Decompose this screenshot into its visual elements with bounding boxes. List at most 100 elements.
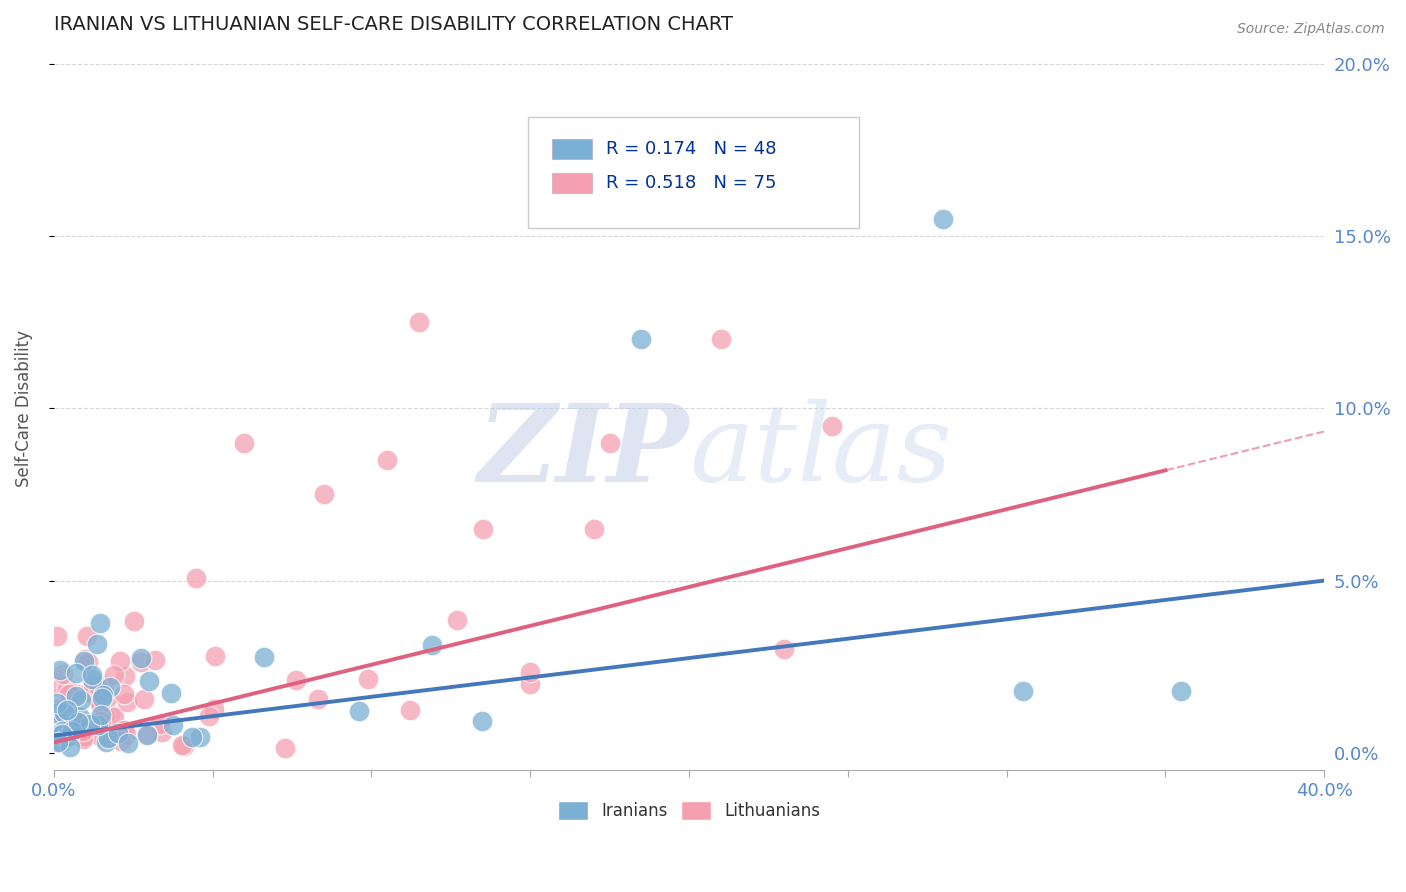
Point — [97, 690, 120, 704]
Point — [49, 735, 72, 749]
Point — [273, 741, 295, 756]
Point — [188, 730, 211, 744]
Point — [77, 655, 100, 669]
Point — [49, 712, 72, 726]
Point — [98, 681, 121, 695]
Point — [471, 714, 494, 728]
Point — [48, 664, 70, 678]
Point — [94, 709, 117, 723]
Point — [90, 690, 112, 705]
Point — [97, 731, 120, 745]
Point — [599, 435, 621, 450]
Point — [159, 686, 181, 700]
Point — [519, 677, 541, 691]
Point — [90, 714, 112, 728]
Point — [70, 693, 93, 707]
Point — [72, 729, 94, 743]
Point — [46, 728, 69, 742]
Point — [90, 708, 112, 723]
Point — [75, 652, 97, 666]
Point — [420, 638, 443, 652]
Point — [136, 728, 159, 742]
Point — [103, 710, 125, 724]
Text: IRANIAN VS LITHUANIAN SELF-CARE DISABILITY CORRELATION CHART: IRANIAN VS LITHUANIAN SELF-CARE DISABILI… — [53, 15, 733, 34]
Point — [204, 648, 226, 663]
Point — [134, 692, 156, 706]
Point — [58, 718, 80, 732]
Point — [582, 522, 605, 536]
Point — [107, 726, 129, 740]
Point — [65, 689, 87, 703]
Point — [46, 723, 69, 737]
Point — [56, 730, 79, 744]
Point — [58, 687, 80, 701]
Point — [51, 727, 73, 741]
Point — [312, 487, 335, 501]
Point — [117, 736, 139, 750]
Point — [172, 738, 194, 752]
Point — [103, 668, 125, 682]
Point — [89, 616, 111, 631]
Point — [408, 315, 430, 329]
Point — [115, 727, 138, 741]
Point — [62, 708, 84, 723]
Point — [347, 704, 370, 718]
Text: R = 0.518   N = 75: R = 0.518 N = 75 — [606, 174, 776, 192]
Point — [108, 655, 131, 669]
Point — [60, 724, 83, 739]
Point — [180, 731, 202, 745]
Point — [1170, 683, 1192, 698]
Point — [46, 629, 69, 643]
Point — [98, 706, 121, 721]
Point — [202, 702, 225, 716]
Point — [398, 703, 420, 717]
Point — [129, 655, 152, 669]
Point — [93, 678, 115, 692]
Point — [143, 653, 166, 667]
Text: R = 0.174   N = 48: R = 0.174 N = 48 — [606, 140, 776, 158]
Point — [82, 672, 104, 686]
Point — [152, 725, 174, 739]
Point — [59, 739, 82, 754]
Point — [519, 665, 541, 679]
Point — [65, 714, 87, 728]
Point — [72, 654, 94, 668]
Point — [821, 418, 844, 433]
Point — [45, 701, 67, 715]
Point — [446, 613, 468, 627]
Point — [79, 717, 101, 731]
Legend: Iranians, Lithuanians: Iranians, Lithuanians — [551, 794, 827, 827]
Point — [1011, 683, 1033, 698]
Point — [124, 615, 146, 629]
Point — [253, 649, 276, 664]
Point — [84, 690, 107, 704]
Point — [65, 666, 87, 681]
Point — [186, 571, 208, 585]
Point — [89, 697, 111, 711]
Point — [52, 666, 75, 681]
Point — [51, 724, 73, 739]
Point — [773, 642, 796, 657]
Point — [86, 637, 108, 651]
Point — [66, 714, 89, 729]
Point — [173, 739, 195, 753]
Point — [87, 679, 110, 693]
Point — [90, 730, 112, 744]
Point — [471, 522, 494, 536]
Point — [46, 706, 69, 720]
Point — [75, 729, 97, 743]
Point — [46, 696, 69, 710]
Text: ZIP: ZIP — [478, 399, 689, 505]
Point — [285, 673, 308, 687]
Text: atlas: atlas — [689, 399, 952, 504]
Point — [115, 694, 138, 708]
Point — [110, 734, 132, 748]
Point — [375, 453, 398, 467]
Point — [76, 629, 98, 643]
Point — [77, 685, 100, 699]
Point — [52, 706, 75, 720]
Point — [198, 709, 221, 723]
Point — [114, 669, 136, 683]
Point — [112, 687, 135, 701]
Point — [72, 724, 94, 739]
